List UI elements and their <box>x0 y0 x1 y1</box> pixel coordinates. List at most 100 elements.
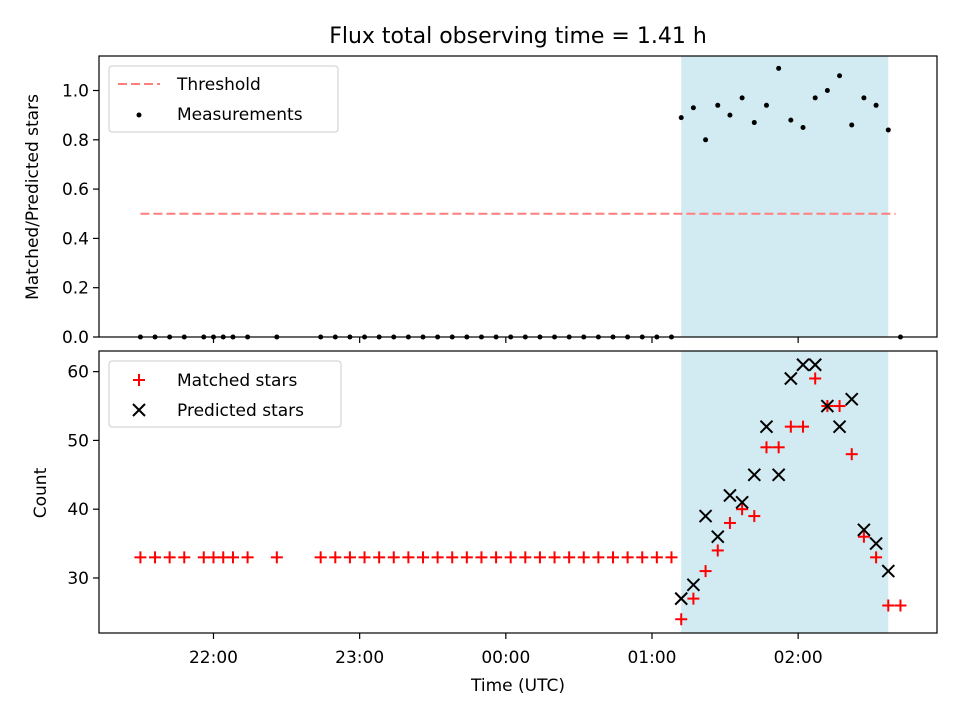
matched-star-point <box>797 420 810 433</box>
matched-star-point <box>519 551 532 564</box>
matched-star-point <box>894 599 907 612</box>
measurement-point <box>703 137 709 143</box>
legend-measurement-swatch <box>136 112 142 118</box>
top-legend: Threshold Measurements <box>108 65 339 133</box>
measurement-point <box>739 95 745 101</box>
predicted-star-point <box>771 468 786 482</box>
bottom-legend-box <box>108 360 342 428</box>
predicted-star-point <box>857 523 871 537</box>
top-x-ticks <box>212 337 799 343</box>
legend-matched-label: Matched stars <box>177 371 297 391</box>
measurement-point <box>812 95 818 101</box>
matched-star-point <box>163 551 176 564</box>
bottom-plot-frame <box>98 350 938 634</box>
measurement-point <box>800 124 806 130</box>
predicted-star-point <box>735 495 749 510</box>
matched-star-point <box>563 551 576 564</box>
matched-star-point <box>504 551 517 564</box>
matched-star-point <box>490 551 503 564</box>
matched-star-point <box>343 551 356 564</box>
matched-star-point <box>687 592 700 605</box>
y-tick-label: 0.6 <box>62 180 89 200</box>
measurement-point <box>873 102 879 108</box>
matched-star-point <box>784 420 797 433</box>
matched-star-point <box>870 551 883 564</box>
matched-star-point <box>636 551 649 564</box>
predicted-star-point <box>845 392 859 406</box>
matched-star-point <box>882 599 895 612</box>
matched-star-point <box>270 551 283 564</box>
bottom-x-ticks: 22:00 23:00 00:00 01:00 02:00 <box>189 633 823 668</box>
y-tick-label: 60 <box>67 363 89 383</box>
measurement-point <box>776 65 782 71</box>
matched-star-point <box>149 551 162 564</box>
x-tick-label: 02:00 <box>774 648 823 668</box>
x-tick-label: 22:00 <box>189 648 238 668</box>
matched-star-point <box>772 441 785 454</box>
predicted-star-point <box>869 536 883 551</box>
matched-star-point <box>226 551 239 564</box>
matched-star-point <box>621 551 634 564</box>
matched-star-point <box>134 551 147 564</box>
matched-star-point <box>699 565 712 578</box>
y-tick-label: 1.0 <box>62 82 89 102</box>
bottom-y-ticks: 30 40 50 60 <box>67 363 99 589</box>
predicted-star-point <box>784 371 798 386</box>
matched-star-point <box>650 551 663 564</box>
matched-star-point <box>592 551 605 564</box>
legend-measurements-label: Measurements <box>177 105 303 125</box>
matched-star-point <box>809 372 822 385</box>
predicted-star-point <box>808 358 822 372</box>
measurement-point <box>861 95 867 101</box>
measurement-point <box>849 122 855 128</box>
x-tick-label: 23:00 <box>335 648 384 668</box>
matched-star-point <box>431 551 444 564</box>
y-tick-label: 0.0 <box>62 328 89 348</box>
predicted-star-point <box>759 419 774 434</box>
measurement-point <box>715 102 721 108</box>
y-tick-label: 40 <box>67 500 89 520</box>
matched-star-point <box>760 441 773 454</box>
star-count-points <box>134 358 907 626</box>
matched-star-point <box>446 551 459 564</box>
matched-star-point <box>723 516 736 529</box>
predicted-star-point <box>747 468 762 482</box>
matched-star-point <box>387 551 400 564</box>
matched-star-point <box>314 551 327 564</box>
measurement-point <box>751 120 757 126</box>
measurement-point <box>763 102 769 108</box>
top-observing-span <box>681 56 889 337</box>
legend-predicted-label: Predicted stars <box>177 401 304 421</box>
predicted-star-point <box>686 578 701 592</box>
top-y-axis-label: Matched/Predicted stars <box>23 94 43 300</box>
matched-star-point <box>533 551 546 564</box>
x-tick-label: 01:00 <box>627 648 676 668</box>
top-panel: 0.0 0.2 0.4 0.6 0.8 1.0 Matched/Predicted sta… <box>23 55 938 348</box>
measurement-point <box>678 115 684 121</box>
y-tick-label: 0.4 <box>62 229 89 249</box>
top-legend-box <box>108 65 339 133</box>
matched-star-point <box>358 551 371 564</box>
measurement-point <box>837 73 843 79</box>
matched-star-point <box>416 551 429 564</box>
top-y-ticks: 0.0 0.2 0.4 0.6 0.8 1.0 <box>62 82 99 348</box>
matched-star-point <box>475 551 488 564</box>
y-tick-label: 0.2 <box>62 279 89 299</box>
measurement-point <box>690 105 696 111</box>
predicted-star-point <box>711 530 725 544</box>
matched-star-point <box>675 613 688 626</box>
predicted-star-point <box>674 591 688 606</box>
x-tick-label: 00:00 <box>481 648 530 668</box>
matched-star-point <box>833 400 846 413</box>
legend-threshold-label: Threshold <box>176 75 261 95</box>
matched-star-point <box>665 551 678 564</box>
y-tick-label: 0.8 <box>62 131 89 151</box>
bottom-legend: Matched stars Predicted stars <box>108 360 342 428</box>
matched-star-point <box>607 551 620 564</box>
matched-star-point <box>402 551 415 564</box>
matched-star-point <box>178 551 191 564</box>
matched-star-point <box>329 551 342 564</box>
matched-star-point <box>845 448 858 461</box>
bottom-panel: 30 40 50 60 22:00 23:00 00:00 01:00 02:00 Count… <box>31 350 938 696</box>
